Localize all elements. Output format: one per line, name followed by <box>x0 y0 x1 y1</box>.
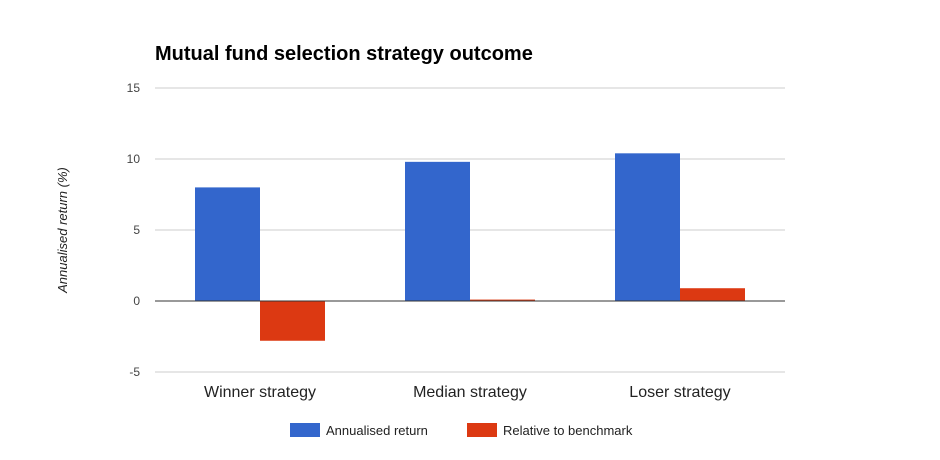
chart-title: Mutual fund selection strategy outcome <box>155 43 533 65</box>
y-tick-label: 5 <box>133 223 140 237</box>
legend-label: Relative to benchmark <box>503 423 633 438</box>
y-axis-label: Annualised return (%) <box>55 167 70 294</box>
x-axis-categories: Winner strategy Median strategy Loser stra… <box>204 384 731 401</box>
legend-swatch <box>290 423 320 437</box>
legend: Annualised return Relative to benchmark <box>290 423 633 438</box>
y-tick-label: 0 <box>133 294 140 308</box>
bars <box>195 153 745 341</box>
x-category-label: Loser strategy <box>629 384 730 401</box>
bar-annualised-return[interactable] <box>195 187 260 301</box>
x-category-label: Median strategy <box>413 384 527 401</box>
x-category-label: Winner strategy <box>204 384 316 401</box>
y-tick-label: -5 <box>129 365 140 379</box>
y-tick-label: 15 <box>127 81 141 95</box>
bar-annualised-return[interactable] <box>615 153 680 301</box>
legend-swatch <box>467 423 497 437</box>
bar-relative-to-benchmark[interactable] <box>470 299 535 301</box>
y-tick-label: 10 <box>127 152 141 166</box>
legend-label: Annualised return <box>326 423 428 438</box>
bar-annualised-return[interactable] <box>405 161 470 301</box>
bar-relative-to-benchmark[interactable] <box>680 288 745 301</box>
y-axis-ticks: 15 10 5 0 -5 <box>127 81 141 379</box>
bar-relative-to-benchmark[interactable] <box>260 301 325 341</box>
